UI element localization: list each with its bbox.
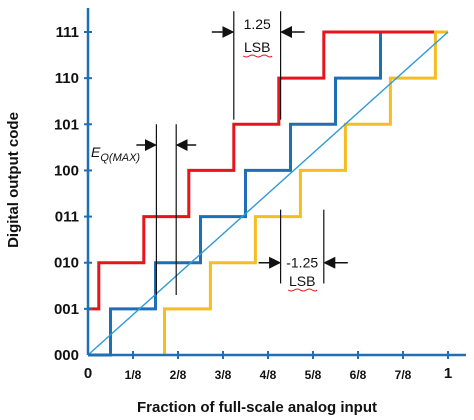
- annotation-layer: EQ(MAX) 1.25 LSB -1.25 LSB: [91, 11, 348, 296]
- x-axis-title: Fraction of full-scale analog input: [137, 399, 377, 416]
- series-line-1: [88, 30, 448, 311]
- x-tick-label: 5/8: [305, 368, 322, 382]
- y-tick-label: 001: [54, 301, 79, 318]
- y-axis-title: Digital output code: [5, 112, 22, 248]
- series-line-2: [163, 30, 448, 355]
- eq-max-label: EQ(MAX): [91, 144, 140, 164]
- spell-underline: [242, 54, 273, 58]
- x-tick-label: 1/8: [125, 368, 142, 382]
- series-line-3: [87, 31, 449, 356]
- neg-lsb-value-label: -1.25: [286, 255, 318, 271]
- x-tick-label: 6/8: [350, 368, 367, 382]
- x-tick-label: 4/8: [260, 368, 277, 382]
- lsb-unit-label: LSB: [244, 39, 270, 55]
- x-tick-label: 7/8: [395, 368, 412, 382]
- spell-underline: [287, 288, 318, 292]
- y-tick-label: 101: [54, 116, 79, 133]
- x-tick-label: 3/8: [215, 368, 232, 382]
- series-line-0: [88, 30, 448, 357]
- y-tick-label: 100: [54, 162, 79, 179]
- neg-lsb-unit-label: LSB: [289, 273, 315, 289]
- x-tick-label: 2/8: [170, 368, 187, 382]
- x-tick-label: 0: [84, 365, 92, 382]
- y-tick-label: 000: [54, 347, 79, 364]
- series-layer: [87, 30, 449, 357]
- x-tick-label: 1: [444, 365, 452, 382]
- y-tick-label: 011: [55, 209, 79, 226]
- y-tick-label: 110: [55, 70, 79, 87]
- y-tick-label: 111: [56, 24, 79, 41]
- lsb-value-label: 1.25: [244, 16, 271, 32]
- y-tick-label: 010: [54, 255, 79, 272]
